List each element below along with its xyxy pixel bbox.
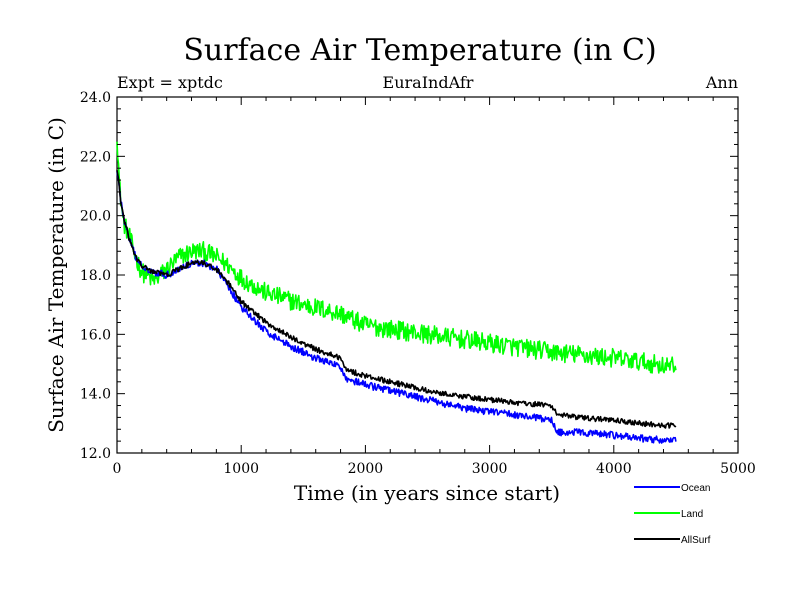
period-label: Ann [705,73,738,92]
x-tick-label: 3000 [472,461,508,477]
y-tick-label: 20.0 [80,209,111,225]
y-tick-label: 14.0 [80,387,111,403]
experiment-label: Expt = xptdc [117,73,223,92]
x-axis: 0 1000 2000 3000 4000 5000 [113,97,756,477]
series-line-land [116,141,677,374]
x-tick-label: 2000 [348,461,384,477]
y-tick-label: 16.0 [80,327,111,343]
x-tick-label: 0 [113,461,122,477]
y-tick-label: 24.0 [80,90,111,106]
x-tick-label: 1000 [223,461,259,477]
legend-label: AllSurf [681,535,711,546]
y-axis: 12.0 14.0 16.0 18.0 20.0 22.0 24.0 [80,90,738,462]
y-tick-label: 12.0 [80,446,111,462]
y-axis-label: Surface Air Temperature (in C) [44,117,68,433]
x-tick-label: 4000 [596,461,632,477]
series-group [116,141,677,444]
series-line-allsurf [116,169,677,429]
chart-title: Surface Air Temperature (in C) [183,33,656,68]
x-axis-label: Time (in years since start) [294,481,560,505]
region-label: EuraIndAfr [383,73,474,92]
y-tick-label: 22.0 [80,149,111,165]
x-tick-label: 5000 [720,461,756,477]
legend: Ocean Land AllSurf [634,483,711,546]
series-line-ocean [116,170,677,444]
legend-label: Ocean [681,483,710,494]
y-tick-label: 18.0 [80,268,111,284]
legend-label: Land [681,509,703,520]
